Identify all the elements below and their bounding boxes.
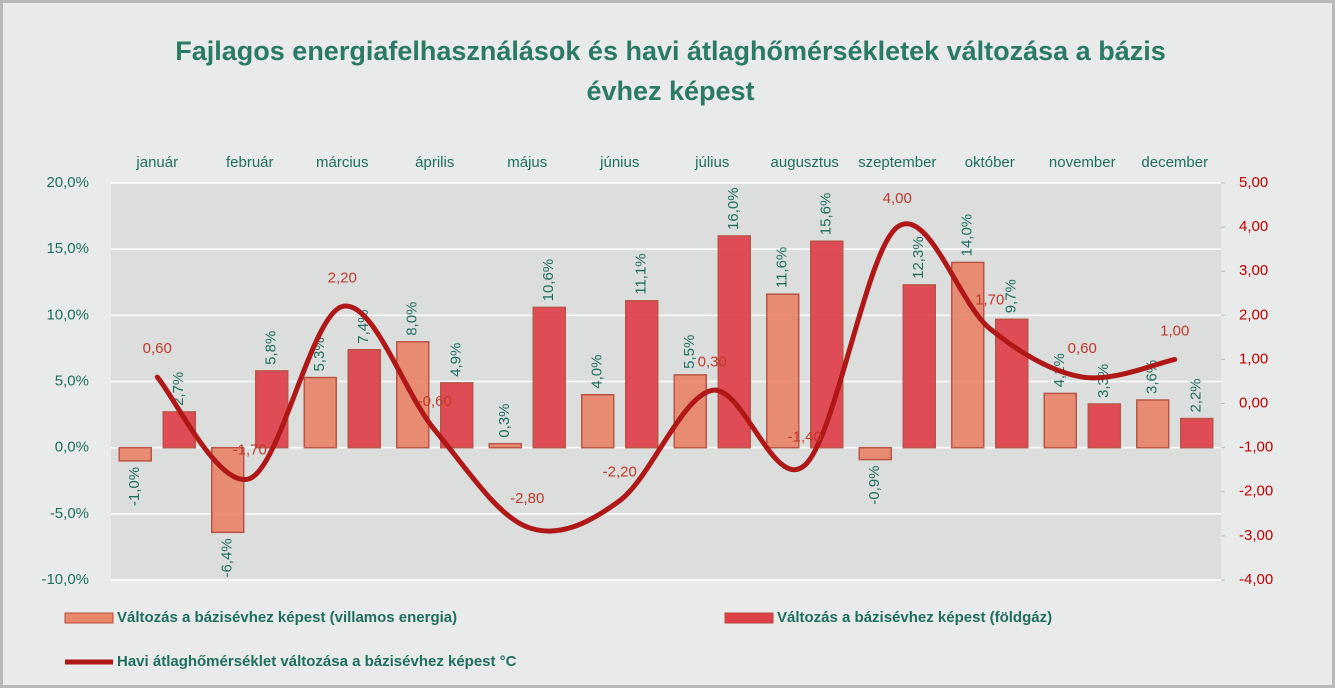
bar-value-label: 15,6% [818, 193, 835, 236]
legend-label: Havi átlaghőmérséklet változása a bázisé… [117, 653, 517, 670]
y2-tick-label: 1,00 [1239, 350, 1268, 367]
chart-frame: Fajlagos energiafelhasználások és havi á… [0, 0, 1335, 688]
x-tick-label: február [226, 154, 274, 171]
bar [1137, 400, 1169, 448]
x-tick-label: június [599, 154, 639, 171]
bar [1044, 393, 1076, 447]
y-tick-label: 10,0% [46, 306, 89, 323]
y-tick-label: 15,0% [46, 240, 89, 257]
x-tick-label: január [135, 154, 178, 171]
bar-value-label: 5,8% [263, 331, 280, 365]
y-tick-label: 0,0% [55, 439, 89, 456]
x-tick-label: december [1141, 154, 1208, 171]
legend-label: Változás a bázisévhez képest (villamos e… [117, 609, 457, 626]
bar-value-label: 0,3% [496, 403, 513, 437]
bar [1181, 419, 1213, 448]
x-tick-label: július [694, 154, 729, 171]
bar [304, 378, 336, 448]
bar-value-label: 5,5% [681, 335, 698, 369]
bar [533, 307, 565, 447]
bar-value-label: 4,9% [448, 343, 465, 377]
y-tick-label: -10,0% [41, 571, 89, 588]
y2-tick-label: 2,00 [1239, 306, 1268, 323]
bar-value-label: 12,3% [910, 236, 927, 279]
bar [767, 294, 799, 448]
legend-swatch [65, 613, 113, 623]
bar [859, 448, 891, 460]
y-tick-label: -5,0% [50, 505, 89, 522]
bar-value-label: 2,2% [1188, 378, 1205, 412]
line-value-label: -0,60 [418, 393, 452, 410]
legend-swatch [725, 613, 773, 623]
bar-value-label: 4,0% [589, 355, 606, 389]
bar [348, 350, 380, 448]
line-value-label: -2,20 [603, 464, 637, 481]
x-tick-label: április [415, 154, 454, 171]
bar-value-label: -0,9% [866, 466, 883, 505]
bar-value-label: -1,0% [126, 467, 143, 506]
bar-value-label: 9,7% [1003, 279, 1020, 313]
bar [1088, 404, 1120, 448]
x-tick-label: március [316, 154, 369, 171]
y2-tick-label: -2,00 [1239, 483, 1273, 500]
bar [903, 285, 935, 448]
line-value-label: 4,00 [883, 190, 912, 207]
line-value-label: 1,00 [1160, 322, 1189, 339]
bar-value-label: 10,6% [540, 259, 557, 302]
bar-value-label: 11,1% [633, 253, 650, 294]
line-value-label: 1,70 [975, 292, 1004, 309]
bar [582, 395, 614, 448]
y2-tick-label: -3,00 [1239, 527, 1273, 544]
x-tick-label: szeptember [858, 154, 936, 171]
y2-tick-label: 3,00 [1239, 262, 1268, 279]
chart: -10,0% -5,0% 0,0% 5,0% 10,0% 15,0% 20,0% -4,00 -… [3, 3, 1332, 685]
x-tick-label: augusztus [771, 154, 839, 171]
bar-value-label: 14,0% [959, 214, 976, 257]
y2-tick-label: 4,00 [1239, 218, 1268, 235]
bar [256, 371, 288, 448]
bar-value-label: 11,6% [774, 247, 791, 288]
y-tick-label: 20,0% [46, 174, 89, 191]
bar [952, 262, 984, 447]
bar-value-label: -6,4% [219, 538, 236, 577]
bar [489, 444, 521, 448]
line-value-label: 2,20 [328, 269, 357, 286]
legend-label: Változás a bázisévhez képest (földgáz) [777, 609, 1052, 626]
x-tick-label: október [965, 154, 1015, 171]
line-value-label: -2,80 [510, 490, 544, 507]
bar [626, 301, 658, 448]
bar-value-label: 3,3% [1095, 364, 1112, 398]
line-value-label: 0,60 [143, 340, 172, 357]
bar [119, 448, 151, 461]
y2-tick-label: -1,00 [1239, 439, 1273, 456]
y2-tick-label: 5,00 [1239, 174, 1268, 191]
y-tick-label: 5,0% [55, 372, 89, 389]
bar-value-label: 8,0% [404, 302, 421, 336]
line-value-label: -1,70 [233, 442, 267, 459]
line-value-label: 0,30 [698, 353, 727, 370]
y2-tick-label: -4,00 [1239, 571, 1273, 588]
bar-value-label: 16,0% [725, 187, 742, 230]
line-value-label: -1,40 [788, 428, 822, 445]
line-value-label: 0,60 [1068, 340, 1097, 357]
x-tick-label: november [1049, 154, 1116, 171]
bar [674, 375, 706, 448]
x-tick-label: május [507, 154, 547, 171]
y2-tick-label: 0,00 [1239, 395, 1268, 412]
